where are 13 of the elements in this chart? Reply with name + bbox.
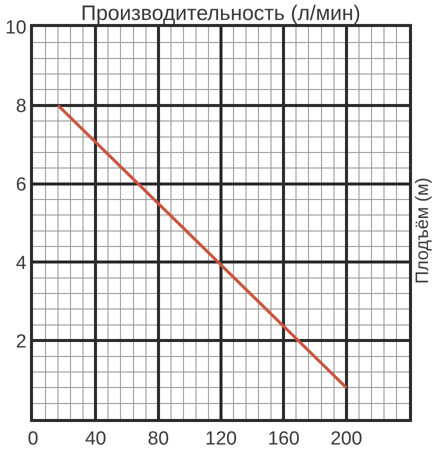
x-tick-label: 160 [268,428,300,450]
y-tick-label: 6 [16,174,26,196]
x-tick-label: 120 [205,428,237,450]
y-tick-label: 10 [5,18,26,39]
y-tick-label: 8 [16,96,26,118]
x-tick-label: 200 [330,428,362,450]
x-tick-label: 80 [148,428,169,450]
x-tick-label: 0 [28,428,38,450]
y-tick-label: 2 [16,331,26,352]
x-axis-title: Производительность (л/мин) [81,2,361,25]
y-axis-title: Плодъём (м) [412,177,432,284]
y-tick-label: 4 [16,252,27,274]
x-tick-label: 40 [85,428,106,450]
